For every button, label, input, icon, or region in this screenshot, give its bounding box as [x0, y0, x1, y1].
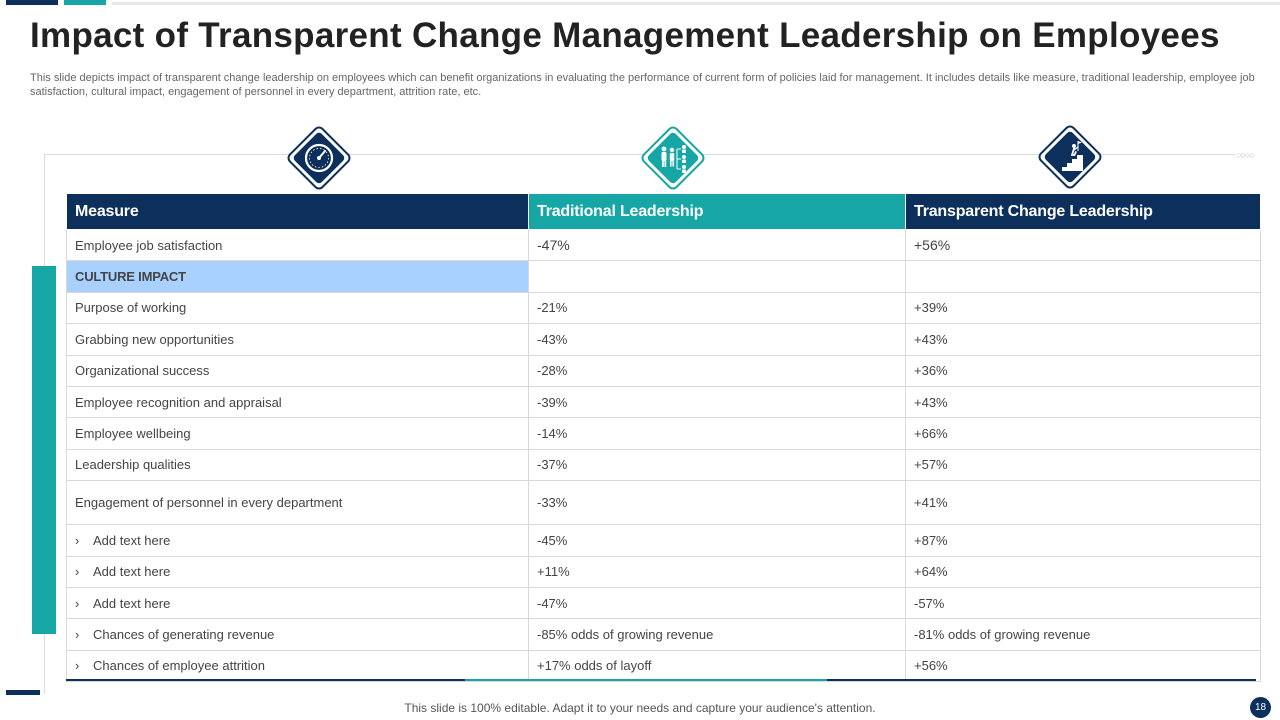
traditional-cell: -45%	[528, 524, 906, 557]
table-row: › Add text here -45% +87%	[66, 524, 1261, 557]
transparent-cell: +64%	[905, 555, 1261, 588]
measure-cell: Employee job satisfaction	[66, 228, 529, 262]
stairs-flag-icon	[1034, 121, 1106, 193]
table-row: › Add text here +11% +64%	[66, 555, 1261, 588]
traditional-cell: -39%	[528, 385, 906, 419]
traditional-cell: +11%	[528, 555, 906, 588]
table-row: Employee job satisfaction -47% +56%	[66, 228, 1261, 262]
table-row: Grabbing new opportunities -43% +43%	[66, 323, 1261, 356]
measure-cell: Organizational success	[66, 354, 529, 387]
table-row: › Chances of employee attrition +17% odds…	[66, 649, 1261, 683]
section-label-culture-impact: CULTURE IMPACT	[66, 260, 529, 293]
measure-cell: › Add text here	[66, 555, 529, 588]
section-row: CULTURE IMPACT	[66, 260, 1261, 293]
speedometer-icon	[283, 122, 355, 194]
top-accent-bar-teal	[64, 0, 106, 5]
empty-cell	[528, 260, 906, 293]
transparent-cell: +56%	[905, 228, 1261, 262]
header-transparent-change-leadership: Transparent Change Leadership	[905, 193, 1261, 230]
bottom-accent-bar	[6, 690, 40, 695]
table-row: › Chances of generating revenue -85% odds…	[66, 618, 1261, 651]
table-row: Employee wellbeing -14% +66%	[66, 417, 1261, 450]
left-teal-accent	[32, 266, 56, 634]
measure-cell: Purpose of working	[66, 291, 529, 325]
bullet-chevron-icon: ›	[75, 595, 80, 611]
transparent-cell: +39%	[905, 291, 1261, 325]
measure-text: Add text here	[93, 595, 171, 611]
bullet-chevron-icon: ›	[75, 532, 80, 548]
traditional-cell: -28%	[528, 354, 906, 387]
org-chart-icon	[637, 122, 709, 194]
traditional-cell: -37%	[528, 448, 906, 482]
table-header-row: Measure Traditional Leadership Transpare…	[66, 193, 1261, 230]
header-traditional-leadership: Traditional Leadership	[528, 193, 906, 230]
comparison-table: Measure Traditional Leadership Transpare…	[66, 193, 1261, 683]
traditional-cell: -43%	[528, 323, 906, 356]
measure-cell: Grabbing new opportunities	[66, 323, 529, 356]
measure-text: Add text here	[93, 532, 171, 548]
footer-note: This slide is 100% editable. Adapt it to…	[404, 701, 876, 715]
traditional-cell: -47%	[528, 228, 906, 262]
slide-subtitle: This slide depicts impact of transparent…	[30, 72, 1255, 98]
bullet-chevron-icon: ›	[75, 658, 80, 674]
transparent-cell: -81% odds of growing revenue	[905, 618, 1261, 651]
table-row: › Add text here -47% -57%	[66, 586, 1261, 620]
slide-title: Impact of Transparent Change Management …	[30, 16, 1220, 55]
measure-cell: Employee recognition and appraisal	[66, 385, 529, 419]
measure-text: Chances of generating revenue	[93, 626, 275, 642]
transparent-cell: +36%	[905, 354, 1261, 387]
traditional-cell: +17% odds of layoff	[528, 649, 906, 683]
table-row: Purpose of working -21% +39%	[66, 291, 1261, 325]
measure-cell: Engagement of personnel in every departm…	[66, 480, 529, 526]
transparent-cell: +56%	[905, 649, 1261, 683]
transparent-cell: +57%	[905, 448, 1261, 482]
table-row: Engagement of personnel in every departm…	[66, 480, 1261, 526]
table-row: Employee recognition and appraisal -39% …	[66, 385, 1261, 419]
table-row: Leadership qualities -37% +57%	[66, 448, 1261, 482]
measure-cell: › Chances of generating revenue	[66, 618, 529, 651]
transparent-cell: +66%	[905, 417, 1261, 450]
transparent-cell: +43%	[905, 385, 1261, 419]
frame-dots-decoration: ○○○○	[1236, 150, 1255, 160]
transparent-cell: +43%	[905, 323, 1261, 356]
measure-cell: › Chances of employee attrition	[66, 649, 529, 683]
measure-cell: Employee wellbeing	[66, 417, 529, 450]
page-number-badge: 18	[1250, 697, 1271, 718]
measure-text: Add text here	[93, 564, 171, 580]
traditional-cell: -21%	[528, 291, 906, 325]
table-bottom-teal-accent	[465, 679, 827, 681]
traditional-cell: -85% odds of growing revenue	[528, 618, 906, 651]
traditional-cell: -33%	[528, 480, 906, 526]
transparent-cell: +87%	[905, 524, 1261, 557]
measure-text: Chances of employee attrition	[93, 658, 265, 674]
traditional-cell: -14%	[528, 417, 906, 450]
transparent-cell: -57%	[905, 586, 1261, 620]
measure-cell: › Add text here	[66, 524, 529, 557]
top-accent-line	[112, 2, 1280, 5]
top-accent-bar-navy	[6, 0, 58, 5]
bullet-chevron-icon: ›	[75, 564, 80, 580]
header-measure: Measure	[66, 193, 529, 230]
transparent-cell: +41%	[905, 480, 1261, 526]
measure-cell: Leadership qualities	[66, 448, 529, 482]
frame-line-top	[45, 154, 1235, 155]
bullet-chevron-icon: ›	[75, 626, 80, 642]
traditional-cell: -47%	[528, 586, 906, 620]
empty-cell	[905, 260, 1261, 293]
table-row: Organizational success -28% +36%	[66, 354, 1261, 387]
measure-cell: › Add text here	[66, 586, 529, 620]
